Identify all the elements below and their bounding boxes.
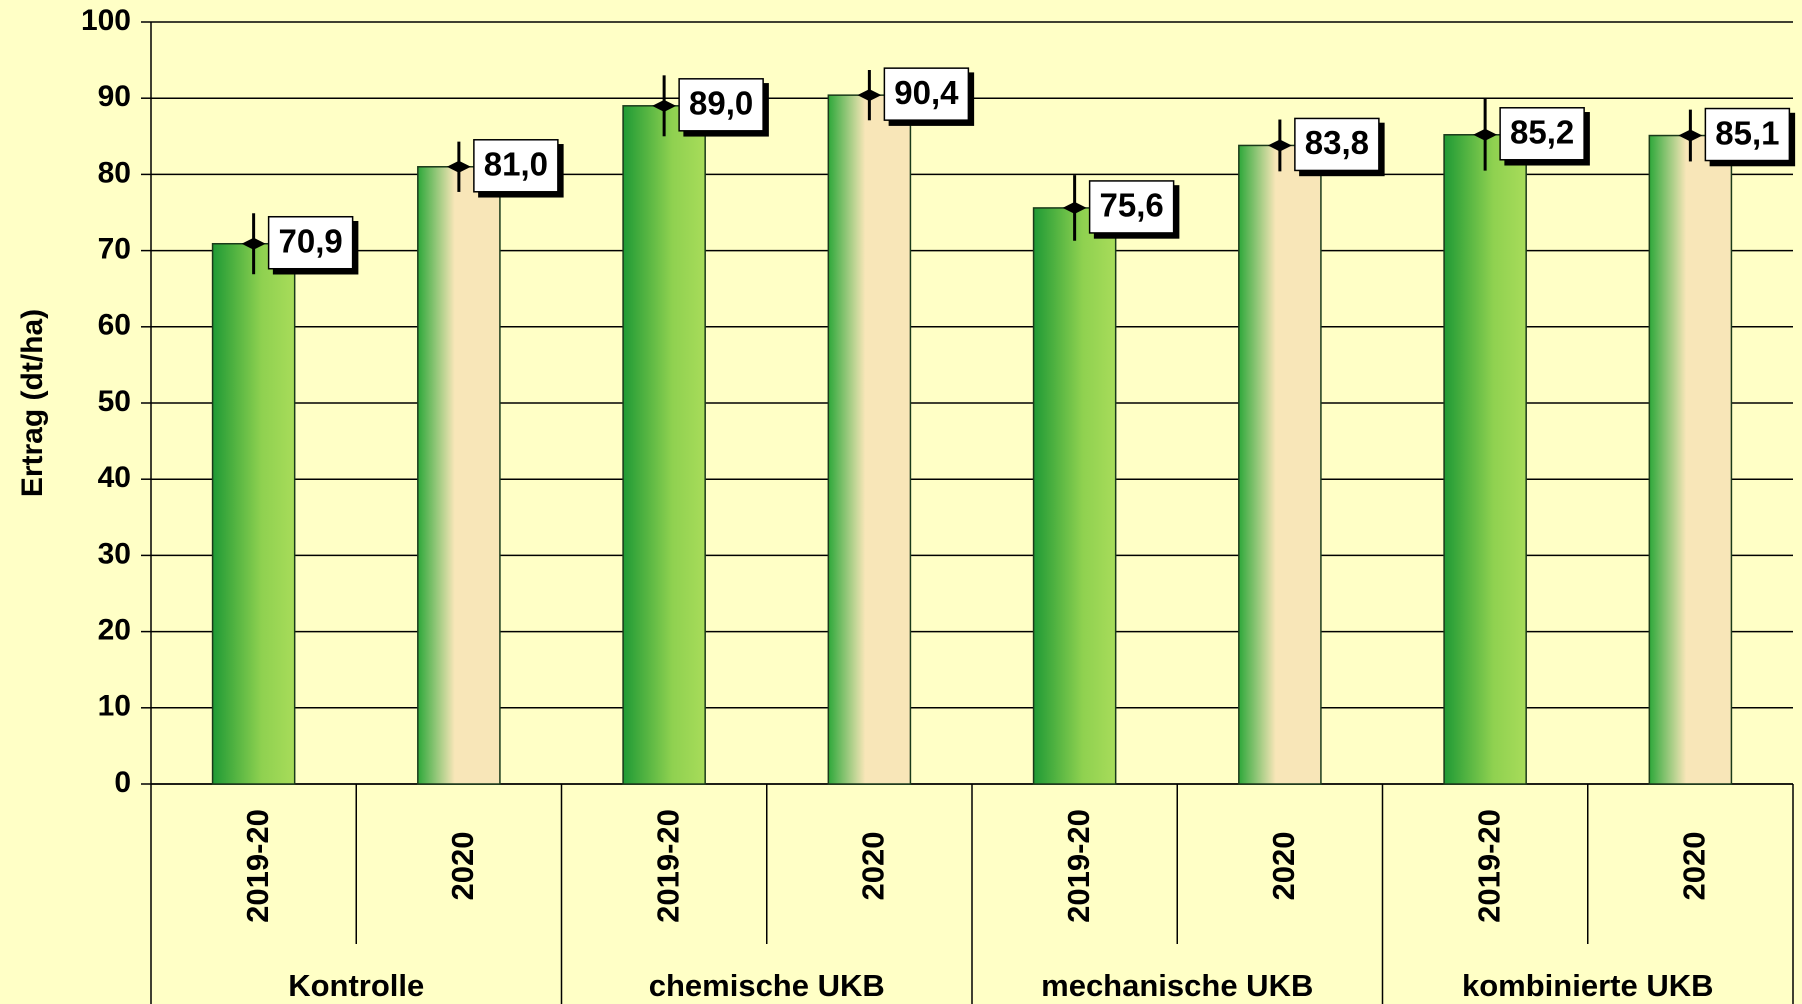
error-point	[1267, 139, 1292, 152]
y-tick-label: 80	[98, 156, 131, 189]
value-label: 70,9	[279, 222, 343, 259]
x-tick-label: 2019-20	[1061, 809, 1096, 923]
value-label: 85,2	[1510, 113, 1574, 150]
error-point	[446, 160, 471, 173]
value-label-box	[678, 78, 764, 132]
group-label: kombinierte UKB	[1462, 968, 1713, 1003]
value-label-box	[1088, 180, 1175, 234]
y-tick-label: 90	[98, 80, 131, 113]
value-label: 81,0	[484, 145, 548, 182]
error-point	[652, 99, 677, 112]
value-label-box	[1704, 107, 1791, 162]
value-label-box	[473, 139, 559, 193]
group-label: chemische UKB	[649, 968, 885, 1003]
y-tick-label: 30	[98, 537, 131, 570]
y-tick-label: 60	[98, 309, 131, 342]
bar	[417, 166, 501, 785]
value-label: 90,4	[894, 74, 959, 111]
error-point	[1678, 129, 1703, 142]
group-label: mechanische UKB	[1041, 968, 1313, 1003]
y-tick-label: 10	[98, 690, 131, 723]
value-label: 89,0	[689, 85, 753, 122]
x-tick-label: 2020	[445, 832, 480, 901]
value-label-box	[883, 67, 970, 121]
y-tick-label: 50	[98, 385, 131, 418]
value-label: 85,1	[1715, 114, 1779, 151]
y-tick-label: 40	[98, 461, 131, 494]
bar	[211, 242, 296, 785]
bar	[1032, 207, 1117, 785]
value-label-box	[1499, 107, 1585, 161]
x-tick-label: 2020	[1266, 832, 1301, 901]
value-label-box	[267, 215, 354, 270]
x-tick-label: 2019-20	[1471, 809, 1506, 923]
x-tick-label: 2020	[856, 832, 891, 901]
bar	[1238, 144, 1322, 785]
y-tick-label: 100	[81, 4, 131, 37]
y-tick-label: 0	[114, 766, 131, 799]
group-label: Kontrolle	[288, 968, 424, 1003]
bar	[827, 94, 912, 785]
error-point	[1062, 201, 1087, 214]
value-label: 75,6	[1100, 187, 1164, 224]
y-tick-label: 20	[98, 614, 131, 647]
x-tick-label: 2019-20	[240, 809, 275, 923]
value-label-box	[1294, 117, 1380, 172]
y-tick-label: 70	[98, 233, 131, 266]
error-point	[857, 89, 882, 102]
x-tick-label: 2020	[1677, 832, 1712, 901]
x-tick-label: 2019-20	[650, 809, 685, 923]
bar	[622, 105, 706, 785]
y-axis-label: Ertrag (dt/ha)	[16, 309, 49, 497]
error-point	[1473, 128, 1498, 141]
bar	[1648, 134, 1733, 785]
error-point	[241, 237, 266, 250]
value-label: 83,8	[1305, 124, 1369, 161]
bar	[1443, 134, 1527, 785]
